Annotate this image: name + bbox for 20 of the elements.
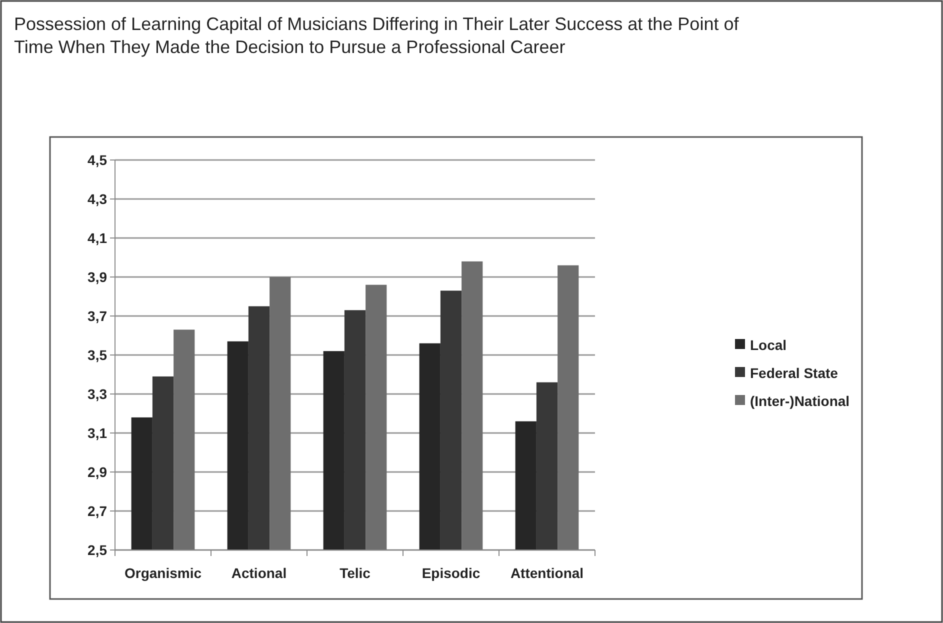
y-tick-label: 4,5	[88, 152, 108, 168]
y-tick-label: 3,3	[88, 386, 108, 402]
x-tick-label: Organismic	[124, 565, 202, 581]
y-tick-label: 4,1	[88, 230, 108, 246]
y-tick-label: 2,7	[88, 502, 108, 519]
legend-label: Local	[750, 336, 787, 353]
y-tick-label: 3,9	[88, 268, 108, 285]
y-tick-label: 3,1	[88, 424, 108, 441]
legend-label: (Inter-)National	[750, 392, 850, 409]
legend-label: Federal State	[750, 364, 838, 381]
x-tick-label: Episodic	[422, 565, 480, 581]
y-tick-label: 3,7	[88, 308, 108, 324]
y-tick-label: 4,3	[88, 190, 108, 207]
x-tick-label: Actional	[231, 565, 287, 581]
chart-title: Possession of Learning Capital of Musicians Differing in Their Later Success at the Point of Time When They Made the Decision to Pursue a Professional Career	[14, 14, 740, 57]
y-tick-label: 3,5	[88, 346, 108, 363]
y-tick-label: 2,5	[88, 542, 108, 558]
x-tick-label: Telic	[340, 565, 371, 581]
x-tick-label: Attentional	[510, 565, 584, 581]
y-tick-label: 2,9	[88, 464, 108, 480]
